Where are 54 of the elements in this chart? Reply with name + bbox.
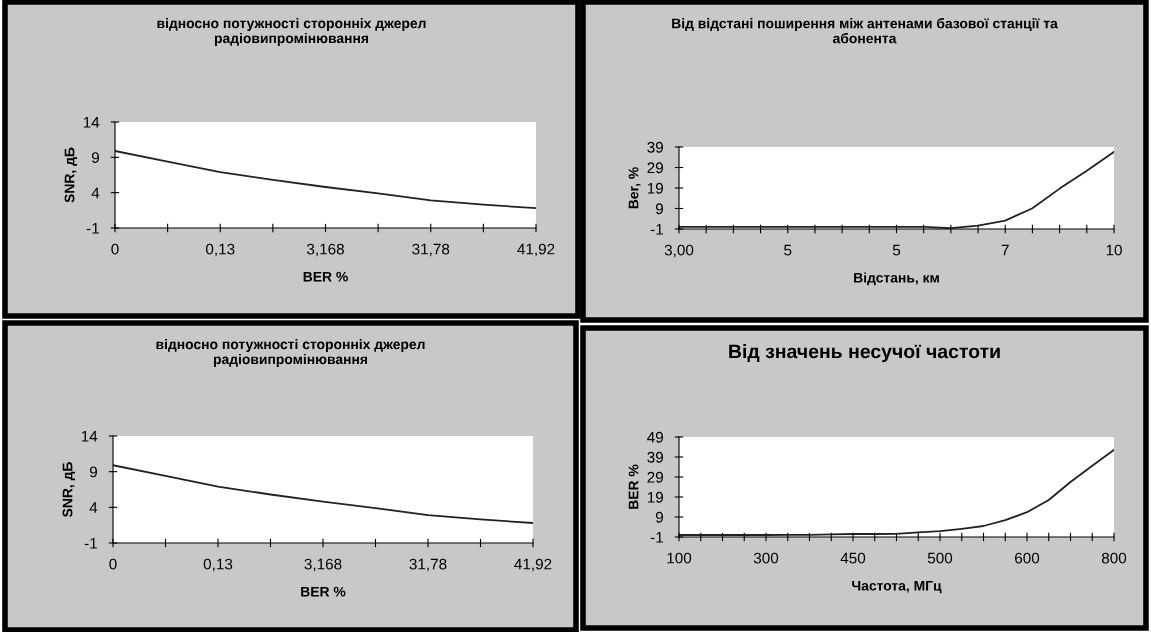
y-axis-title: SNR, дБ (64, 147, 78, 203)
x-tick-label: 41,92 (517, 243, 555, 257)
x-axis-title: Частота, МГц (852, 580, 942, 594)
x-tick-label: 450 (840, 552, 866, 564)
y-axis-title: Ber, % (628, 167, 641, 209)
y-tick-label: 29 (647, 162, 663, 174)
x-axis-title: Відстань, км (854, 272, 939, 286)
x-tick-label: 3,168 (304, 558, 342, 572)
x-tick-label: 300 (753, 552, 779, 564)
y-tick-label: -1 (86, 223, 99, 234)
chart-title: відносно потужності сторонніх джерел радіовипромінювання (156, 339, 425, 367)
y-tick-label: -1 (650, 532, 663, 543)
y-tick-label: 19 (647, 182, 663, 194)
x-tick-label: 5 (784, 244, 792, 256)
x-tick-label: 5 (892, 244, 901, 256)
x-tick-label: 800 (1101, 552, 1127, 564)
x-tick-label: 0 (111, 243, 119, 255)
x-tick-label: 10 (1106, 244, 1122, 256)
x-tick-label: 0,13 (203, 558, 233, 572)
x-tick-label: 41,92 (514, 558, 552, 572)
y-tick-label: 14 (83, 117, 100, 128)
x-tick-label: 0,13 (205, 243, 235, 257)
chart-title: відносно потужності сторонніх джерел радіовипромінювання (157, 18, 426, 46)
y-tick-label: 4 (91, 187, 100, 199)
y-tick-label: 49 (647, 431, 663, 443)
x-tick-label: 31,78 (409, 558, 447, 572)
y-tick-label: 9 (91, 152, 99, 164)
y-tick-label: 39 (647, 141, 663, 153)
x-tick-label: 600 (1015, 552, 1040, 564)
line-series (115, 150, 536, 210)
y-axis-title: SNR, дБ (62, 462, 76, 518)
x-tick-label: 100 (667, 552, 692, 564)
y-tick-label: 29 (647, 471, 663, 483)
y-tick-label: 9 (89, 466, 97, 478)
y-tick-label: -1 (650, 224, 663, 235)
y-tick-label: 4 (89, 502, 98, 513)
x-tick-label: 3,168 (306, 243, 344, 257)
x-tick-label: 500 (927, 552, 953, 564)
x-tick-label: 0 (109, 558, 117, 570)
x-tick-label: 31,78 (412, 243, 450, 257)
y-axis-title: BER % (628, 464, 639, 509)
y-tick-label: 9 (655, 203, 663, 215)
y-tick-label: 14 (81, 431, 98, 442)
y-tick-label: 19 (647, 491, 663, 503)
chart-title: Від значень несучої частоти (729, 344, 1000, 363)
chart-title: Від відстані поширення між антенами базової станції та абонента (672, 18, 1058, 44)
y-tick-label: -1 (84, 538, 97, 549)
y-tick-label: 9 (655, 511, 663, 523)
x-axis-title: BER % (301, 586, 346, 597)
x-tick-label: 7 (1001, 244, 1009, 256)
y-tick-label: 39 (647, 451, 663, 463)
x-axis-title: BER % (303, 271, 348, 282)
x-tick-label: 3,00 (664, 244, 694, 258)
line-series (113, 464, 533, 524)
